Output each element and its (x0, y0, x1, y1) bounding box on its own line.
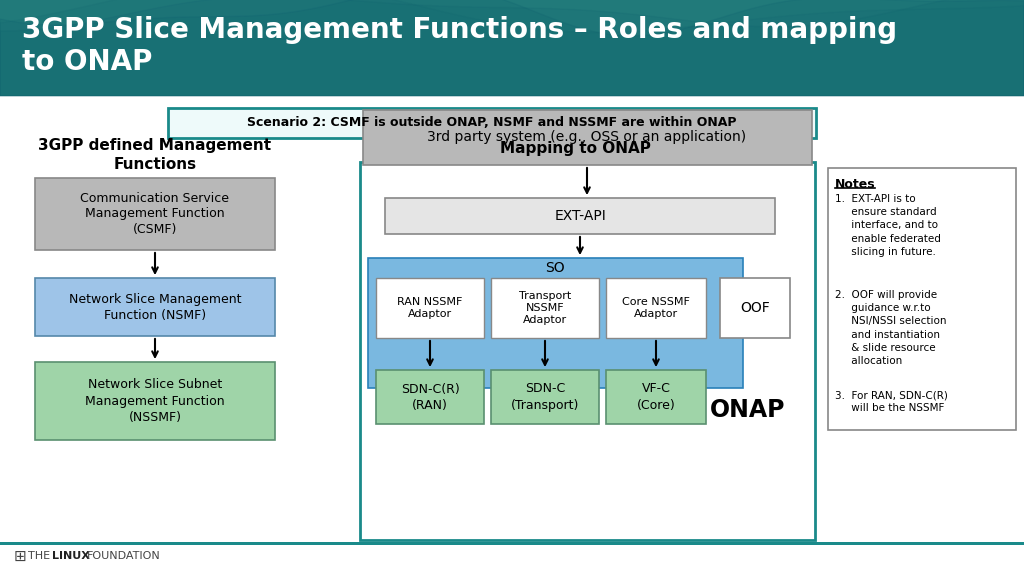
Text: VF-C
(Core): VF-C (Core) (637, 382, 676, 411)
Text: ⊞: ⊞ (14, 548, 27, 563)
Text: RAN NSSMF
Adaptor: RAN NSSMF Adaptor (397, 297, 463, 319)
Text: Communication Service
Management Function
(CSMF): Communication Service Management Functio… (81, 191, 229, 237)
Text: 3GPP defined Management
Functions: 3GPP defined Management Functions (39, 138, 271, 172)
FancyBboxPatch shape (0, 0, 1024, 96)
Text: 3.  For RAN, SDN-C(R)
     will be the NSSMF: 3. For RAN, SDN-C(R) will be the NSSMF (835, 390, 948, 413)
FancyBboxPatch shape (385, 198, 775, 234)
Text: FOUNDATION: FOUNDATION (87, 551, 161, 561)
Text: Mapping to ONAP: Mapping to ONAP (500, 141, 650, 156)
FancyBboxPatch shape (362, 110, 812, 165)
Text: 3rd party system (e.g., OSS or an application): 3rd party system (e.g., OSS or an applic… (427, 130, 746, 144)
Text: OOF: OOF (740, 301, 770, 315)
FancyBboxPatch shape (360, 162, 815, 540)
FancyBboxPatch shape (35, 178, 275, 250)
FancyBboxPatch shape (0, 542, 1024, 545)
FancyBboxPatch shape (35, 278, 275, 336)
Text: Scenario 2: CSMF is outside ONAP, NSMF and NSSMF are within ONAP: Scenario 2: CSMF is outside ONAP, NSMF a… (247, 116, 736, 130)
FancyBboxPatch shape (606, 278, 706, 338)
Text: EXT-API: EXT-API (554, 209, 606, 223)
FancyBboxPatch shape (720, 278, 790, 338)
Text: 3GPP Slice Management Functions – Roles and mapping: 3GPP Slice Management Functions – Roles … (22, 16, 897, 44)
Text: SDN-C(R)
(RAN): SDN-C(R) (RAN) (400, 382, 460, 411)
Text: Network Slice Subnet
Management Function
(NSSMF): Network Slice Subnet Management Function… (85, 378, 225, 423)
FancyBboxPatch shape (376, 278, 484, 338)
FancyBboxPatch shape (376, 370, 484, 424)
FancyBboxPatch shape (35, 362, 275, 440)
FancyBboxPatch shape (0, 542, 1024, 576)
Text: Core NSSMF
Adaptor: Core NSSMF Adaptor (622, 297, 690, 319)
FancyBboxPatch shape (0, 96, 1024, 542)
FancyBboxPatch shape (490, 278, 599, 338)
Text: SDN-C
(Transport): SDN-C (Transport) (511, 382, 580, 411)
Text: to ONAP: to ONAP (22, 48, 153, 76)
Text: LINUX: LINUX (52, 551, 90, 561)
FancyBboxPatch shape (368, 258, 743, 388)
FancyBboxPatch shape (490, 370, 599, 424)
Text: 2.  OOF will provide
     guidance w.r.to
     NSI/NSSI selection
     and insta: 2. OOF will provide guidance w.r.to NSI/… (835, 290, 946, 366)
Text: SO: SO (545, 261, 565, 275)
Text: Transport
NSSMF
Adaptor: Transport NSSMF Adaptor (519, 291, 571, 325)
FancyBboxPatch shape (606, 370, 706, 424)
Text: THE: THE (28, 551, 53, 561)
Text: Network Slice Management
Function (NSMF): Network Slice Management Function (NSMF) (69, 293, 242, 321)
Text: 1.  EXT-API is to
     ensure standard
     interface, and to
     enable federa: 1. EXT-API is to ensure standard interfa… (835, 194, 941, 257)
FancyBboxPatch shape (828, 168, 1016, 430)
Text: Notes: Notes (835, 178, 876, 191)
Text: ONAP: ONAP (711, 398, 785, 422)
FancyBboxPatch shape (168, 108, 816, 138)
